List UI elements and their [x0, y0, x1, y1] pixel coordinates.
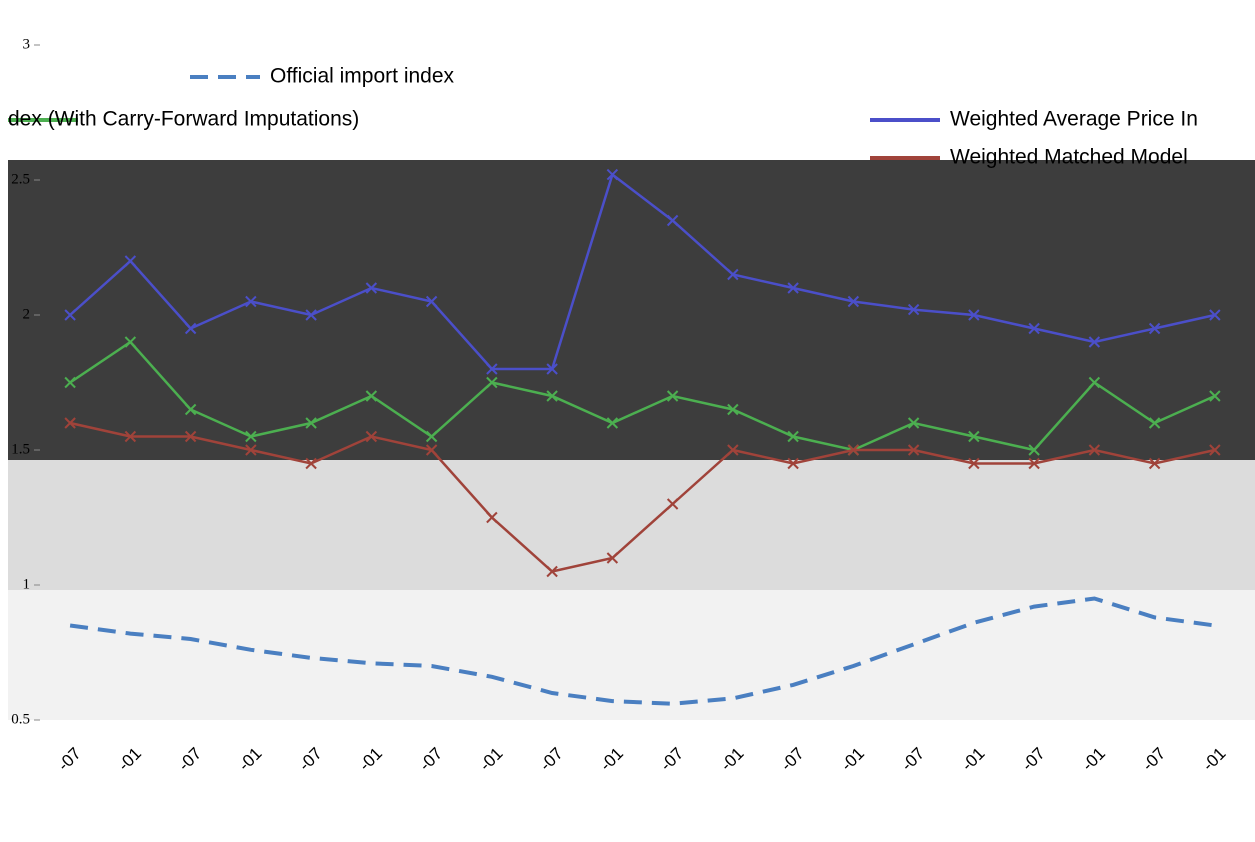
point-marker: [486, 363, 498, 375]
point-marker: [1088, 336, 1101, 348]
point-marker: [425, 430, 438, 443]
point-marker: [305, 417, 317, 429]
point-marker: [968, 309, 980, 321]
point-marker: [124, 430, 137, 443]
point-marker: [245, 444, 257, 456]
point-marker: [486, 376, 498, 389]
point-marker: [907, 303, 920, 316]
point-marker: [546, 390, 558, 402]
point-marker: [365, 390, 378, 402]
point-marker: [787, 430, 799, 443]
point-marker: [606, 168, 619, 181]
point-marker: [1148, 457, 1161, 470]
legend-label: Official import index: [270, 65, 455, 88]
point-marker: [64, 417, 76, 429]
point-marker: [727, 268, 739, 281]
point-marker: [1209, 390, 1221, 402]
plot-band-pale: [8, 590, 1255, 720]
point-marker: [124, 255, 137, 267]
point-marker: [184, 403, 197, 416]
point-marker: [245, 295, 257, 308]
point-marker: [365, 282, 378, 294]
point-marker: [305, 309, 317, 321]
series-line: [69, 340, 1216, 452]
point-marker: [245, 430, 257, 443]
point-marker: [64, 309, 76, 321]
legend-label: dex (With Carry-Forward Imputations): [8, 108, 359, 131]
point-marker: [1148, 322, 1161, 335]
point-marker: [1028, 444, 1040, 456]
y-tick-label: 1: [23, 576, 31, 592]
point-marker: [1088, 444, 1101, 456]
point-marker: [666, 498, 679, 510]
legend-entry: Weighted Matched Model: [870, 146, 1188, 169]
plot-band-light: [8, 460, 1255, 590]
series-line: [69, 421, 1216, 573]
point-marker: [1209, 309, 1221, 321]
point-marker: [1028, 457, 1040, 470]
point-marker: [787, 457, 799, 470]
point-marker: [666, 390, 679, 402]
point-marker: [606, 552, 619, 564]
y-tick-label: 3: [23, 36, 31, 52]
point-marker: [1209, 444, 1221, 456]
point-marker: [727, 444, 739, 456]
point-marker: [486, 511, 498, 524]
series-line: [69, 172, 1216, 371]
point-marker: [546, 565, 558, 578]
legend-entry: Official import index: [190, 65, 455, 88]
legend-label: Weighted Average Price In: [950, 108, 1198, 131]
legend-entry: Weighted Average Price In: [870, 108, 1198, 131]
point-marker: [184, 322, 197, 335]
point-marker: [727, 403, 739, 416]
point-marker: [365, 430, 378, 443]
point-marker: [1088, 376, 1101, 389]
point-marker: [425, 444, 438, 456]
point-marker: [425, 295, 438, 308]
y-tick-label: 2.5: [11, 171, 30, 187]
point-marker: [907, 417, 920, 429]
point-marker: [907, 444, 920, 456]
point-marker: [787, 282, 799, 294]
point-marker: [1148, 417, 1161, 429]
point-marker: [64, 376, 76, 389]
point-marker: [606, 417, 619, 429]
point-marker: [847, 295, 860, 308]
point-marker: [666, 214, 679, 227]
point-marker: [305, 457, 317, 470]
legend-label: Weighted Matched Model: [950, 146, 1188, 169]
plot-band-dark: [8, 160, 1255, 460]
point-marker: [184, 430, 197, 443]
point-marker: [1028, 322, 1040, 335]
point-marker: [546, 363, 558, 375]
point-marker: [124, 336, 137, 348]
point-marker: [968, 457, 980, 470]
legend-entry: dex (With Carry-Forward Imputations): [8, 108, 359, 131]
point-marker: [968, 430, 980, 443]
y-tick-label: 0.5: [11, 711, 30, 727]
point-marker: [847, 444, 860, 456]
y-tick-label: 2: [23, 306, 31, 322]
y-tick-label: 1.5: [11, 441, 30, 457]
